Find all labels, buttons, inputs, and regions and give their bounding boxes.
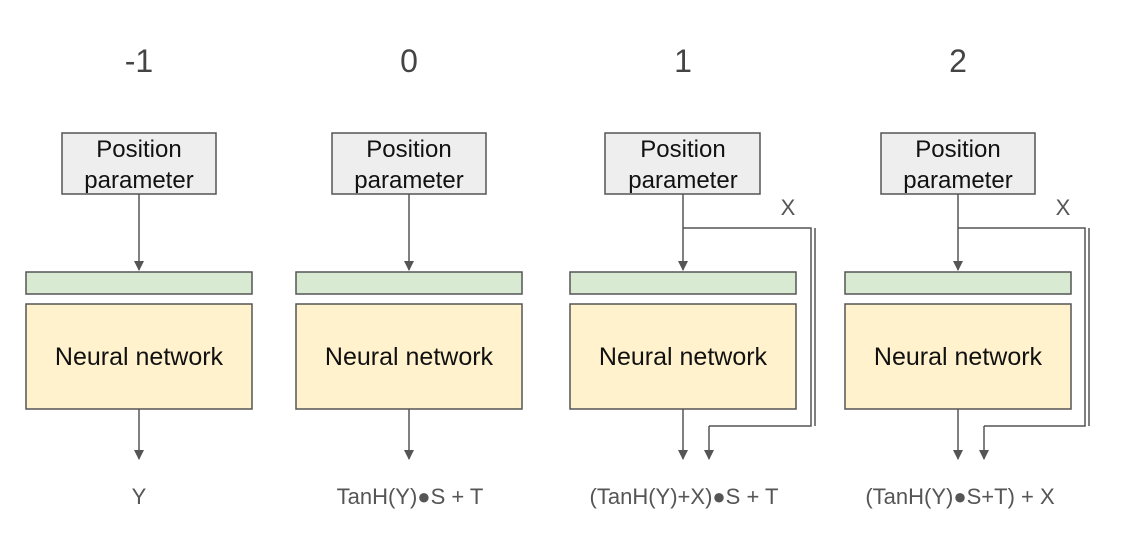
input-layer-bar — [295, 271, 523, 295]
position-box-line1: Position — [96, 136, 181, 163]
neural-network-box — [844, 303, 1072, 410]
column-label: -1 — [125, 43, 153, 79]
column-1: 1 Position parameter X Neural network (T… — [569, 43, 816, 509]
output-formula: (TanH(Y)●S+T) + X — [865, 484, 1055, 509]
column-label: 2 — [949, 43, 967, 79]
position-box-line2: parameter — [628, 167, 737, 194]
skip-input-label: X — [1056, 195, 1071, 220]
neural-network-label: Neural network — [55, 343, 224, 371]
column-2: 2 Position parameter X Neural network (T… — [844, 43, 1090, 509]
column-0: 0 Position parameter Neural network TanH… — [295, 43, 523, 509]
position-box-line1: Position — [640, 136, 725, 163]
column-label: 1 — [674, 43, 692, 79]
neural-network-box — [295, 303, 523, 410]
column-minus-1: -1 Position parameter Neural network Y — [25, 43, 253, 509]
neural-network-label: Neural network — [325, 343, 494, 371]
neural-network-box — [25, 303, 253, 410]
neural-network-label: Neural network — [874, 343, 1043, 371]
output-formula: TanH(Y)●S + T — [337, 484, 484, 509]
position-parameter-box — [604, 132, 761, 195]
position-box-line2: parameter — [84, 167, 193, 194]
position-box-line2: parameter — [903, 167, 1012, 194]
neural-network-label: Neural network — [599, 343, 768, 371]
input-layer-bar — [25, 271, 253, 295]
position-parameter-box — [331, 132, 487, 195]
input-layer-bar — [569, 271, 797, 295]
skip-input-label: X — [781, 195, 796, 220]
neural-network-box — [569, 303, 797, 410]
position-parameter-box — [880, 132, 1036, 195]
position-box-line2: parameter — [354, 167, 463, 194]
column-label: 0 — [400, 43, 418, 79]
skip-connection-wire — [683, 227, 812, 427]
output-formula: (TanH(Y)+X)●S + T — [590, 484, 779, 509]
position-box-line1: Position — [915, 136, 1000, 163]
skip-connection-wire — [958, 227, 1086, 427]
position-box-line1: Position — [366, 136, 451, 163]
input-layer-bar — [844, 271, 1072, 295]
position-parameter-box — [61, 132, 217, 195]
output-formula: Y — [132, 484, 147, 509]
